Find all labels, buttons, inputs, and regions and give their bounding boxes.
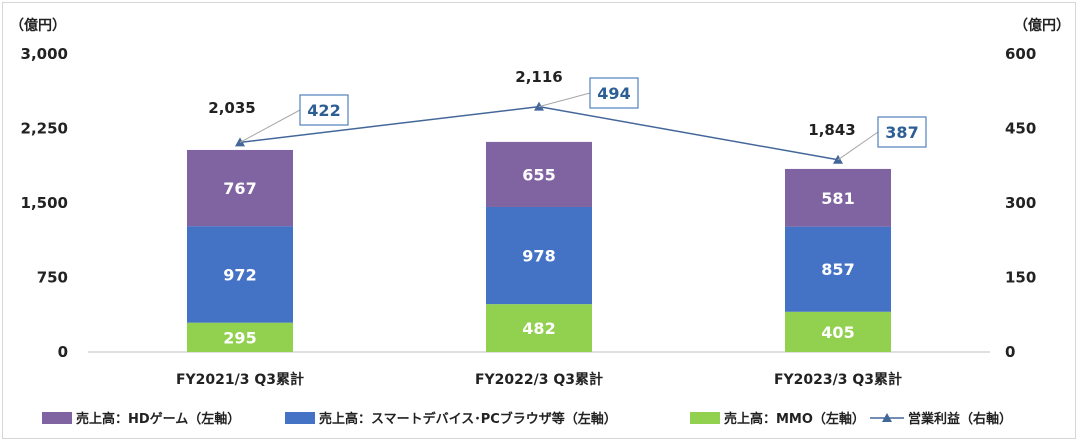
- left-axis-unit: （億円）: [10, 17, 66, 34]
- bar-total-label: 2,035: [208, 99, 255, 117]
- bar-value-label: 767: [223, 179, 256, 198]
- bar-value-label: 972: [223, 265, 256, 284]
- bar-total-label: 1,843: [808, 121, 855, 139]
- category-label: FY2023/3 Q3累計: [774, 371, 902, 388]
- bar-value-label: 482: [522, 319, 555, 338]
- op-profit-callout-box: [299, 94, 349, 126]
- bar-value-label: 655: [522, 165, 555, 184]
- legend-label: 売上高：MMO（左軸）: [724, 411, 865, 427]
- bar-segment: [187, 226, 293, 323]
- legend-swatch: [42, 412, 72, 424]
- legend-swatch: [690, 412, 720, 424]
- bar-segment: [486, 304, 592, 352]
- category-label: FY2021/3 Q3累計: [176, 371, 304, 388]
- left-tick-label: 1,500: [21, 194, 68, 212]
- left-tick-label: 2,250: [21, 120, 68, 138]
- bar-value-label: 581: [821, 189, 854, 208]
- bar-segment: [785, 168, 891, 227]
- legend-marker: [882, 413, 892, 422]
- bar-segment: [187, 322, 293, 352]
- op-profit-leader-line: [837, 131, 879, 161]
- op-profit-callout-box: [877, 116, 927, 148]
- right-axis-unit: （億円）: [1014, 17, 1070, 34]
- right-tick-label: 150: [1005, 269, 1036, 287]
- bar-total-label: 2,116: [515, 68, 562, 86]
- bar-value-label: 857: [821, 260, 854, 279]
- right-tick-label: 450: [1005, 120, 1036, 138]
- op-profit-label: 422: [307, 101, 340, 120]
- op-profit-leader-line: [538, 92, 591, 108]
- bar-value-label: 978: [522, 247, 555, 266]
- bar-value-label: 405: [821, 323, 854, 342]
- right-tick-label: 300: [1005, 194, 1036, 212]
- left-tick-label: 0: [58, 343, 68, 361]
- bar-segment: [486, 206, 592, 305]
- op-profit-leader-line: [239, 109, 301, 143]
- op-profit-label: 387: [885, 123, 918, 142]
- right-tick-label: 600: [1005, 45, 1036, 63]
- legend-swatch: [285, 412, 315, 424]
- right-tick-label: 0: [1005, 343, 1015, 361]
- left-tick-label: 750: [37, 269, 68, 287]
- legend-label: 営業利益（右軸）: [908, 411, 1012, 427]
- legend-label: 売上高：HDゲーム（左軸）: [76, 411, 240, 427]
- bar-value-label: 295: [223, 328, 256, 347]
- left-tick-label: 3,000: [21, 45, 68, 63]
- bar-segment: [486, 141, 592, 207]
- bar-segment: [785, 311, 891, 352]
- bar-segment: [187, 149, 293, 227]
- legend-label: 売上高：スマートデバイス･PCブラウザ等（左軸）: [319, 411, 617, 427]
- op-profit-label: 494: [597, 84, 630, 103]
- op-profit-callout-box: [589, 77, 639, 109]
- category-label: FY2022/3 Q3累計: [475, 371, 603, 388]
- bar-segment: [785, 226, 891, 312]
